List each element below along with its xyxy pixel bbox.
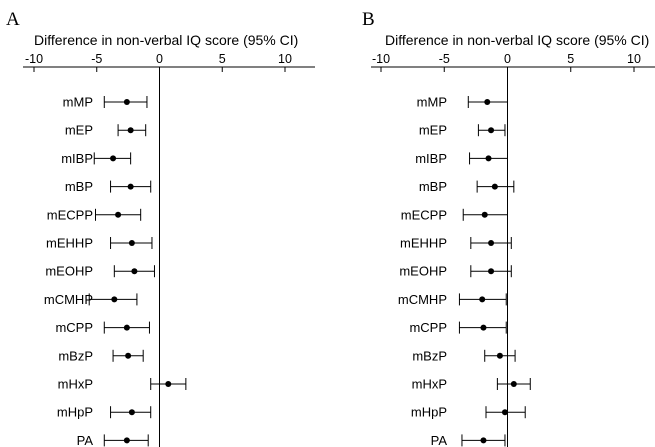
panel-a-x-tick-label: -5 [91, 52, 102, 66]
panel-a-point-estimate [123, 437, 130, 444]
panel-b-title: Difference in non-verbal IQ score (95% C… [385, 32, 649, 48]
panel-b-point-estimate [488, 268, 495, 275]
panel-b-point-estimate [501, 409, 508, 416]
panel-b-category-label: mBzP [412, 348, 447, 363]
panel-a-category-label: mHpP [57, 405, 93, 420]
panel-a-point-estimate [110, 155, 117, 162]
panel-a-point-estimate [125, 352, 132, 359]
panel-b-category-label: mEP [419, 123, 447, 138]
panel-b-category-label: PA [431, 433, 448, 447]
panel-b-point-estimate [485, 155, 492, 162]
panel-a-x-tick-label: 0 [156, 52, 163, 66]
panel-b-point-estimate [488, 127, 495, 134]
panel-b-category-label: mIBP [415, 151, 447, 166]
panel-b-category-label: mCPP [409, 320, 447, 335]
panel-a-x-tick-label: 10 [278, 52, 292, 66]
panel-b-point-estimate [481, 211, 488, 218]
panel-a-x-tick-label: -10 [25, 52, 43, 66]
panel-b-x-tick-label: 0 [504, 52, 511, 66]
panel-a-x-tick-label: 5 [219, 52, 226, 66]
panel-a-category-label: mBzP [58, 348, 93, 363]
panel-b-category-label: mEOHP [399, 264, 447, 279]
panel-a: A Difference in non-verbal IQ score (95%… [6, 9, 315, 447]
panel-a-category-label: mMP [63, 95, 93, 110]
panel-b: B Difference in non-verbal IQ score (95%… [362, 9, 655, 447]
panel-b-category-label: mCMHP [398, 292, 447, 307]
panel-a-category-label: mEP [65, 123, 93, 138]
panel-a-letter: A [6, 9, 20, 30]
panel-b-point-estimate [496, 352, 503, 359]
panel-b-category-label: mEHHP [400, 236, 447, 251]
panel-a-category-label: mIBP [61, 151, 93, 166]
panel-b-category-label: mHpP [411, 405, 447, 420]
panel-b-x-tick-label: 5 [567, 52, 574, 66]
panel-a-point-estimate [127, 183, 134, 190]
panel-b-point-estimate [488, 240, 495, 246]
panel-a-category-label: PA [77, 433, 94, 447]
panel-a-point-estimate [123, 99, 130, 105]
panel-a-point-estimate [131, 268, 138, 275]
panel-b-point-estimate [484, 99, 491, 105]
panel-b-category-label: mECPP [401, 207, 447, 222]
panel-b-point-estimate [480, 324, 487, 331]
panel-a-point-estimate [128, 409, 135, 416]
panel-a-category-label: mBP [65, 179, 93, 194]
panel-a-category-label: mEHHP [46, 236, 93, 251]
panel-a-point-estimate [128, 240, 135, 246]
panel-b-x-tick-label: -5 [439, 52, 450, 66]
panel-b-x-tick-label: -10 [372, 52, 390, 66]
panel-b-point-estimate [510, 381, 517, 387]
panel-a-point-estimate [165, 381, 172, 387]
panel-a-point-estimate [127, 127, 134, 134]
panel-a-category-label: mCPP [55, 320, 93, 335]
panel-a-category-label: mECPP [47, 207, 93, 222]
panel-a-point-estimate [123, 324, 130, 331]
panel-b-category-label: mBP [419, 179, 447, 194]
panel-b-x-tick-label: 10 [627, 52, 641, 66]
panel-b-letter: B [362, 9, 375, 30]
panel-b-point-estimate [479, 296, 486, 303]
panel-a-category-label: mEOHP [45, 264, 93, 279]
panel-a-point-estimate [111, 296, 118, 303]
panel-b-category-label: mHxP [412, 377, 447, 392]
panel-a-category-label: mCMHP [44, 292, 93, 307]
panel-a-title: Difference in non-verbal IQ score (95% C… [34, 32, 298, 48]
panel-b-point-estimate [491, 183, 498, 190]
panel-b-category-label: mMP [417, 95, 447, 110]
panel-b-point-estimate [480, 437, 487, 444]
panel-a-category-label: mHxP [58, 377, 93, 392]
panel-a-point-estimate [115, 211, 122, 218]
